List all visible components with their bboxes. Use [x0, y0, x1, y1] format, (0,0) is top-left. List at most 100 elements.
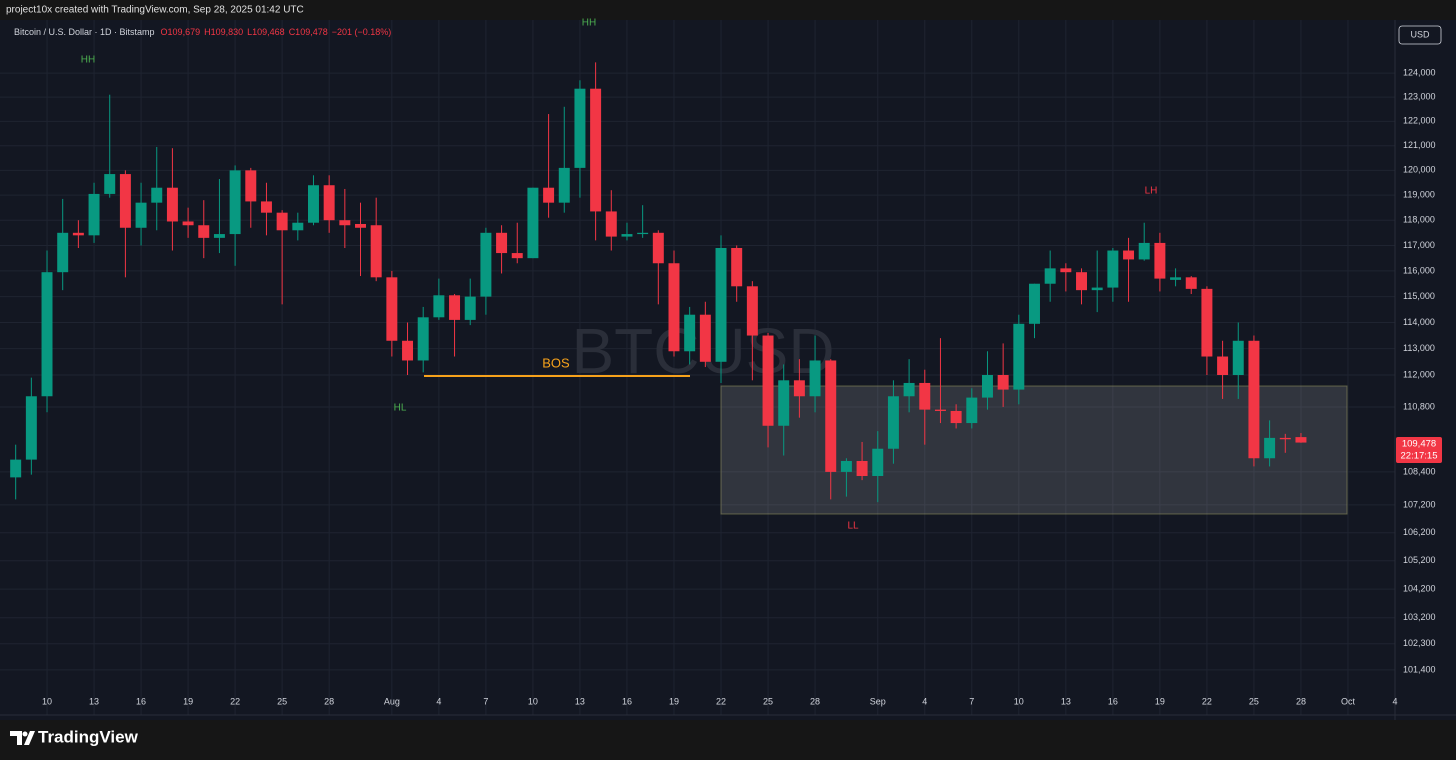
- x-tick-label: 25: [1249, 696, 1259, 706]
- candle-body: [856, 460, 868, 477]
- candle-body: [872, 448, 884, 477]
- x-tick-label: 16: [622, 696, 632, 706]
- candle-body: [496, 232, 508, 254]
- annotation: LH: [1145, 186, 1158, 197]
- candle-body: [809, 360, 821, 397]
- y-tick-label: 110,800: [1403, 401, 1435, 411]
- candle-body: [166, 187, 178, 222]
- candle-body: [1107, 250, 1119, 288]
- footer: [0, 720, 1456, 760]
- y-tick-label: 122,000: [1403, 116, 1436, 126]
- y-tick-label: 117,000: [1403, 240, 1435, 250]
- y-tick-label: 108,400: [1403, 466, 1436, 476]
- candle-body: [1264, 437, 1276, 459]
- x-tick-label: 4: [436, 696, 441, 706]
- annotation: HL: [394, 403, 407, 414]
- annotation: HH: [81, 55, 95, 66]
- candle-body: [997, 374, 1009, 390]
- candle-body: [339, 220, 351, 226]
- x-tick-label: 19: [1155, 696, 1165, 706]
- currency-button[interactable]: [1398, 25, 1442, 45]
- x-tick-label: 10: [528, 696, 538, 706]
- candle-body: [605, 211, 617, 237]
- annotation: HH: [582, 18, 596, 29]
- candle-body: [574, 88, 586, 168]
- candle-body: [1138, 242, 1150, 260]
- candle-body: [684, 314, 696, 352]
- y-tick-label: 112,000: [1403, 369, 1435, 379]
- y-tick-label: 105,200: [1403, 555, 1436, 565]
- candle-body: [1201, 288, 1213, 357]
- candle-body: [652, 232, 664, 264]
- logo-icon: [10, 731, 35, 745]
- open: O109,679: [161, 27, 201, 37]
- candle-body: [10, 459, 22, 478]
- candle-body: [543, 187, 555, 203]
- candle-body: [151, 187, 163, 203]
- y-tick-label: 118,000: [1403, 215, 1435, 225]
- x-tick-label: Aug: [384, 696, 400, 706]
- candle-body: [88, 193, 100, 236]
- x-tick-label: 28: [1296, 696, 1306, 706]
- candle-body: [307, 185, 319, 223]
- candle-body: [57, 232, 69, 273]
- candle-body: [229, 170, 241, 235]
- candle-body: [449, 295, 461, 320]
- candle-body: [245, 170, 257, 202]
- x-tick-label: 13: [575, 696, 585, 706]
- axes: 124,000 123,000 122,000 121,000 120,000 119,0…: [0, 20, 1456, 720]
- candle-body: [464, 296, 476, 320]
- brand[interactable]: TradingView: [38, 727, 139, 746]
- x-tick-label: 10: [42, 696, 52, 706]
- candle-body: [919, 382, 931, 410]
- candle-body: [887, 396, 899, 449]
- x-tick-label: 22: [230, 696, 240, 706]
- y-tick-label: 114,000: [1403, 317, 1435, 327]
- candle-body: [981, 374, 993, 398]
- x-tick-label: 4: [1392, 696, 1397, 706]
- candle-body: [72, 232, 84, 236]
- candle-body: [25, 396, 37, 460]
- y-tick-label: 121,000: [1403, 140, 1436, 150]
- close: C109,478: [289, 27, 328, 37]
- candle-body: [1091, 287, 1103, 291]
- annotation: BOS: [542, 355, 570, 370]
- currency[interactable]: USD: [1410, 29, 1430, 39]
- candle-body: [182, 221, 194, 226]
- candle-body: [668, 263, 680, 352]
- x-tick-label: 19: [183, 696, 193, 706]
- candle-body: [590, 88, 602, 212]
- candle-body: [778, 380, 790, 426]
- candle-body: [966, 397, 978, 424]
- last-price: 109,478: [1402, 439, 1436, 450]
- candle-body: [1217, 356, 1229, 375]
- candle-body: [699, 314, 711, 362]
- y-tick-label: 120,000: [1403, 165, 1436, 175]
- candle-body: [1185, 277, 1197, 289]
- legend: Bitcoin / U.S. Dollar · 1D · Bitstamp O10…: [14, 27, 391, 37]
- candle-body: [323, 185, 335, 221]
- y-tick-label: 107,200: [1403, 499, 1436, 509]
- candle-body: [1029, 283, 1040, 324]
- candle-body: [1060, 268, 1072, 273]
- candle-body: [825, 360, 837, 472]
- candle-body: [1123, 250, 1135, 260]
- y-tick-label: 101,400: [1403, 664, 1436, 674]
- annotation: LL: [847, 521, 859, 532]
- x-tick-label: 16: [136, 696, 146, 706]
- credit: project10x created with TradingView.com,…: [6, 5, 304, 16]
- candle-body: [198, 225, 210, 238]
- change: −201 (−0.18%): [332, 27, 392, 37]
- x-tick-label: 19: [669, 696, 679, 706]
- x-tick-label: Sep: [870, 696, 886, 706]
- candle-body: [746, 286, 758, 336]
- x-tick-label: 13: [89, 696, 99, 706]
- candle-body: [950, 410, 962, 424]
- countdown: 22:17:15: [1401, 451, 1438, 462]
- candle-body: [621, 234, 633, 237]
- y-tick-label: 102,300: [1403, 638, 1436, 648]
- plot-bg: [0, 20, 1456, 720]
- y-tick-label: 119,000: [1403, 190, 1435, 200]
- candle-body: [1044, 268, 1056, 284]
